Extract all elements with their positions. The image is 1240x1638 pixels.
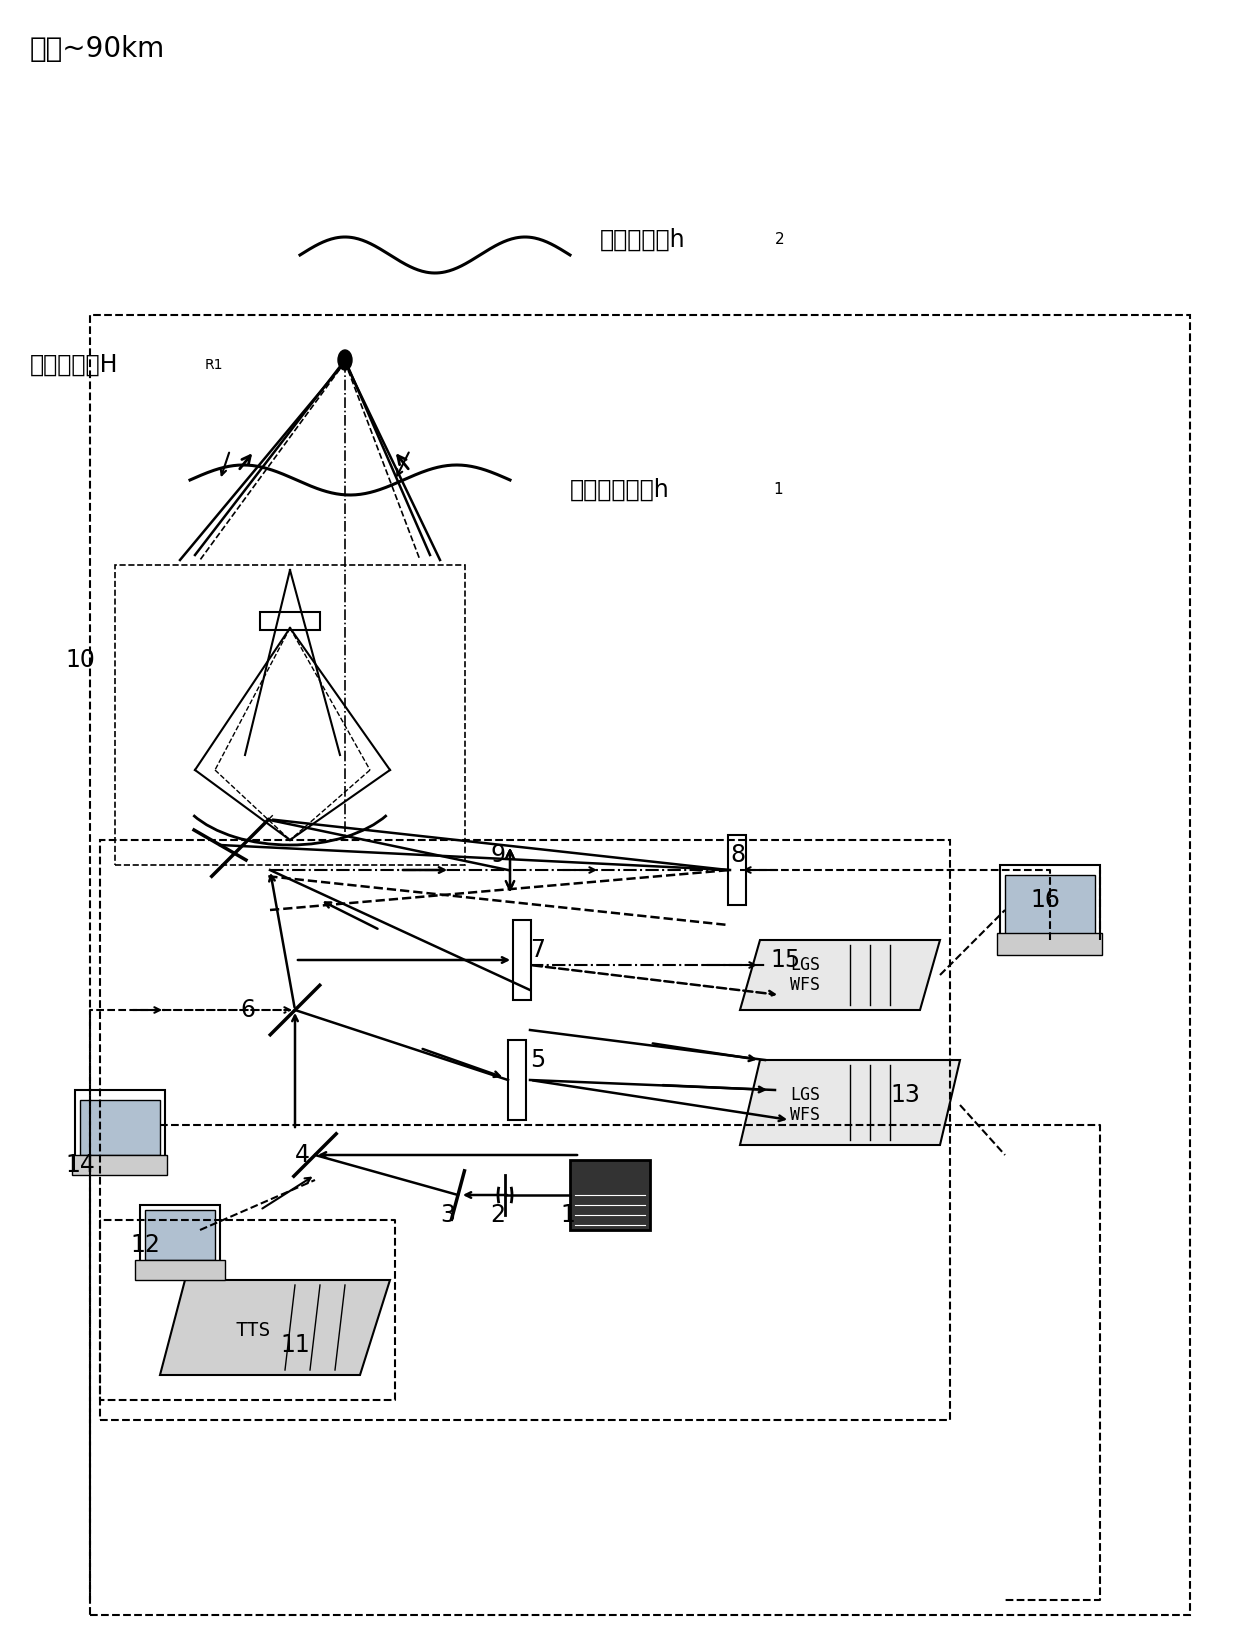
Bar: [81, 1101, 160, 1155]
Text: 2: 2: [490, 1202, 505, 1227]
Text: 16: 16: [1030, 888, 1060, 912]
Bar: [140, 1206, 219, 1265]
Text: 地表层湍流，h: 地表层湍流，h: [570, 478, 670, 501]
Text: 11: 11: [280, 1333, 310, 1356]
Text: LGS
WFS: LGS WFS: [790, 955, 820, 994]
Text: 2: 2: [775, 233, 785, 247]
Text: TTS: TTS: [236, 1320, 270, 1340]
Bar: [570, 1160, 650, 1230]
Bar: [135, 1260, 224, 1279]
Bar: [728, 835, 746, 906]
Ellipse shape: [339, 351, 352, 370]
Bar: [997, 934, 1102, 955]
Polygon shape: [740, 1060, 960, 1145]
Text: 14: 14: [64, 1153, 95, 1178]
Polygon shape: [160, 1279, 391, 1374]
Text: 1: 1: [560, 1202, 575, 1227]
Text: 瑞利信标，H: 瑞利信标，H: [30, 354, 119, 377]
Bar: [74, 1089, 165, 1160]
Text: 3: 3: [440, 1202, 455, 1227]
Bar: [999, 865, 1100, 940]
Bar: [91, 314, 1190, 1615]
Text: 钓层~90km: 钓层~90km: [30, 34, 165, 62]
Text: 13: 13: [890, 1083, 920, 1107]
Text: 9: 9: [490, 844, 505, 867]
Text: 7: 7: [529, 939, 546, 962]
Bar: [145, 1210, 215, 1260]
Text: 8: 8: [730, 844, 745, 867]
Text: 10: 10: [64, 649, 95, 672]
Text: 1: 1: [773, 482, 782, 496]
Bar: [100, 840, 950, 1420]
Text: R1: R1: [205, 359, 223, 372]
Bar: [115, 565, 465, 865]
Bar: [508, 1040, 526, 1120]
Text: 4: 4: [295, 1143, 310, 1166]
Text: 6: 6: [241, 998, 255, 1022]
Polygon shape: [740, 940, 940, 1011]
Bar: [513, 921, 531, 1001]
Bar: [1004, 875, 1095, 935]
Bar: [72, 1155, 167, 1174]
Text: LGS
WFS: LGS WFS: [790, 1086, 820, 1124]
Text: 15: 15: [770, 948, 800, 971]
Text: 12: 12: [130, 1233, 160, 1256]
Text: 5: 5: [529, 1048, 546, 1071]
Text: 高层湍流，h: 高层湍流，h: [600, 228, 686, 252]
Bar: [260, 613, 320, 631]
